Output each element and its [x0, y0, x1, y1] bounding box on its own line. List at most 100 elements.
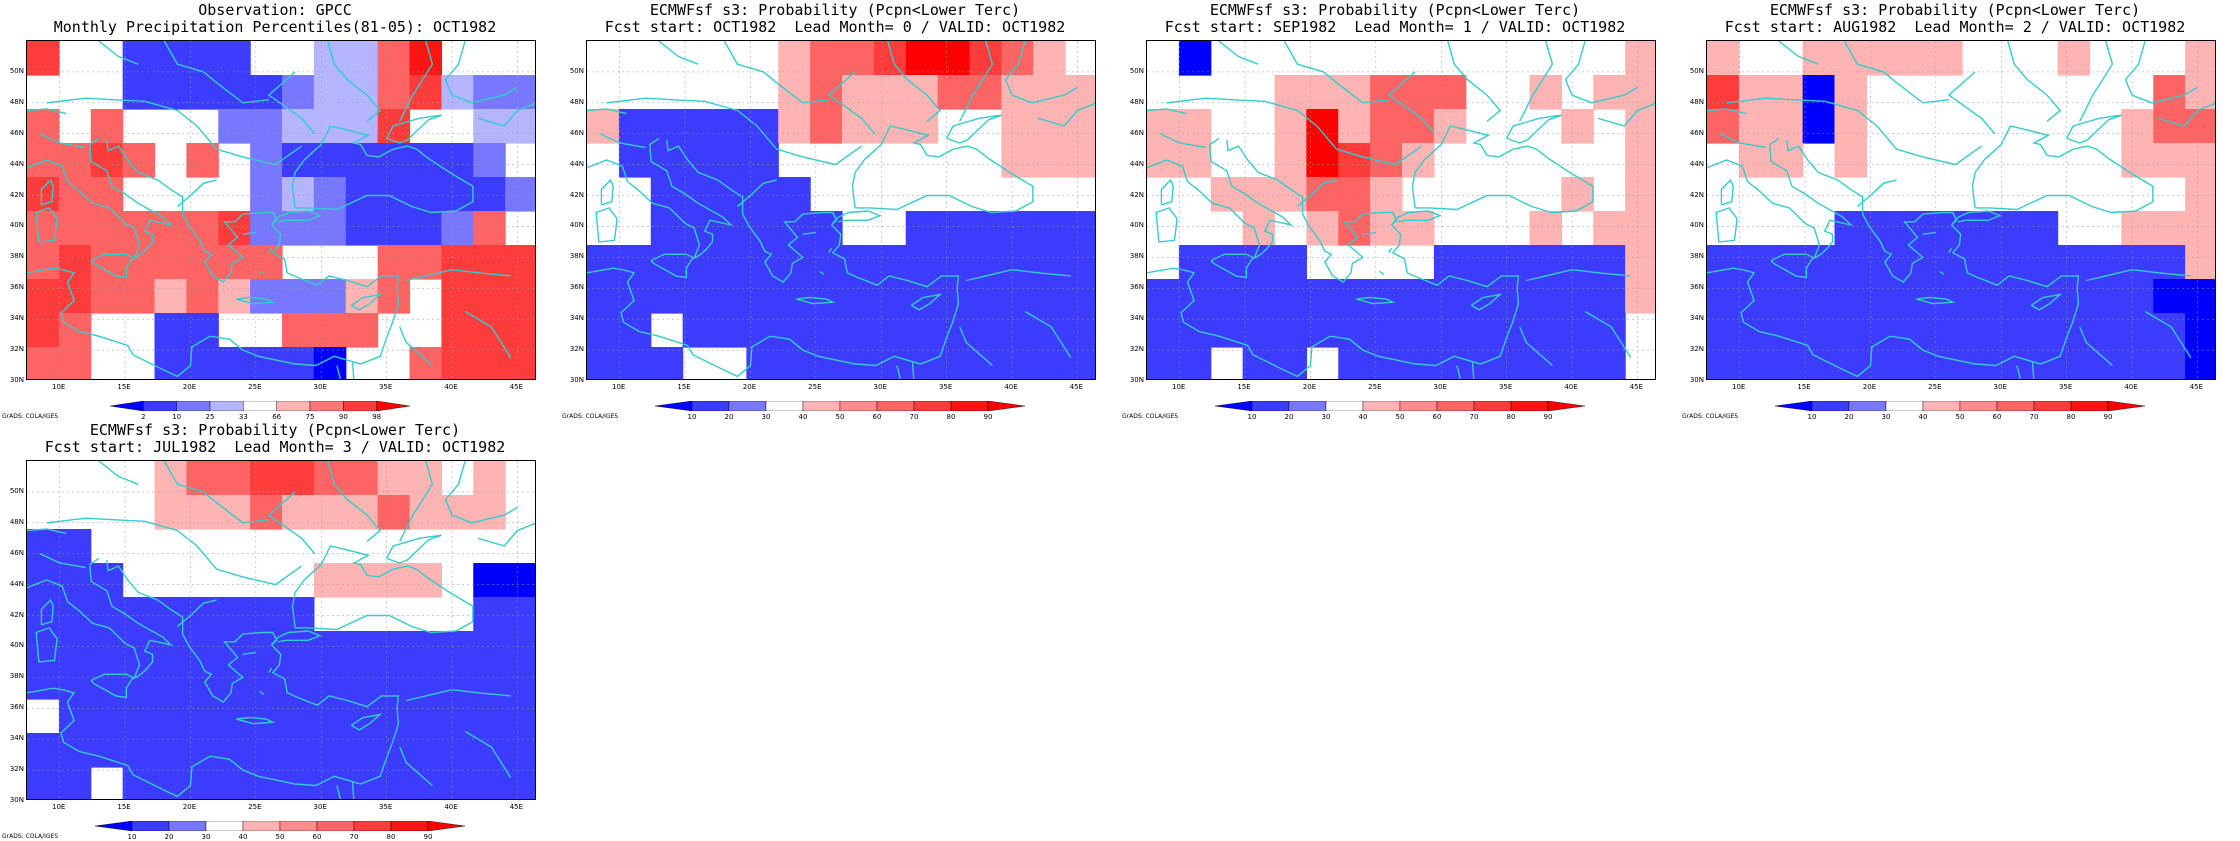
longitude-label: 35E: [2058, 383, 2073, 391]
grid-cell: [218, 75, 251, 110]
grid-cell: [618, 109, 652, 144]
grid-cell: [618, 279, 652, 314]
colorbar-swatch: [691, 401, 730, 411]
grid-cell: [2025, 211, 2059, 246]
colorbar-swatch: [987, 401, 1026, 411]
grid-cell: [505, 109, 535, 144]
coastline: [46, 517, 303, 586]
grid-cell: [186, 313, 219, 348]
coastline: [35, 207, 58, 243]
grid-cell: [2089, 313, 2122, 348]
colorbar-label: 30: [201, 833, 211, 841]
grid-cell: [1210, 177, 1244, 212]
grid-cell: [842, 245, 875, 280]
grid-cell: [409, 699, 442, 734]
grid-cell: [1033, 279, 1066, 314]
panel-title: ECMWFsf s3: Probability (Pcpn<Lower Terc…: [1680, 2, 2230, 36]
grid-cell: [1802, 279, 1836, 314]
latitude-label: 46N: [569, 128, 584, 137]
grid-cell: [2185, 41, 2215, 76]
grid-cell: [1898, 347, 1931, 379]
coastline: [1411, 125, 1594, 214]
grid-cell: [1625, 109, 1655, 144]
coastline: [1296, 179, 1337, 207]
grid-cell: [186, 631, 219, 666]
grid-cell: [282, 109, 315, 144]
grid-cell: [250, 665, 283, 700]
coastline: [2158, 102, 2215, 127]
coastline: [242, 231, 256, 235]
coastline: [587, 137, 734, 260]
colorbar-swatch: [390, 821, 429, 831]
longitude-label: 20E: [1862, 383, 1877, 391]
grid-cell: [1561, 177, 1594, 212]
coastline: [723, 41, 829, 104]
grid-cell: [1962, 279, 1995, 314]
colorbar-label: 20: [1844, 413, 1854, 421]
grid-cell: [1770, 279, 1804, 314]
grid-cell: [218, 597, 251, 632]
grid-cell: [58, 347, 92, 379]
coastline: [27, 528, 67, 535]
colorbar-swatch: [802, 401, 841, 411]
coastline: [1447, 41, 1502, 122]
colorbar: [655, 401, 1026, 411]
panel-title: ECMWFsf s3: Probability (Pcpn<Lower Terc…: [0, 422, 550, 456]
colorbar-label: 10: [1247, 413, 1257, 421]
grid-cell: [1338, 177, 1371, 212]
grid-cell: [186, 461, 219, 496]
grid-cell: [250, 279, 283, 314]
coastline: [887, 41, 942, 122]
grid-cell: [154, 347, 187, 379]
grads-credit: GrADS: COLA/IGES: [1122, 413, 1179, 420]
grid-cell: [587, 279, 620, 314]
grid-cell: [1433, 245, 1467, 280]
colorbar-label: 90: [2103, 413, 2113, 421]
grid-cell: [505, 733, 535, 768]
grid-cell: [122, 699, 156, 734]
grid-cell: [1242, 313, 1276, 348]
grid-cell: [1306, 109, 1339, 144]
coastline: [830, 210, 882, 226]
grid-cell: [1033, 109, 1066, 144]
colorbar-swatch: [176, 401, 211, 411]
grid-cell: [1147, 109, 1180, 144]
coastline: [1948, 247, 1953, 254]
latitude-label: 34N: [9, 314, 24, 323]
grid-cell: [1707, 109, 1740, 144]
coastline: [1720, 178, 1734, 206]
grid-cell: [505, 177, 535, 212]
grid-cell: [1898, 313, 1931, 348]
title-line-1: ECMWFsf s3: Probability (Pcpn<Lower Terc…: [1209, 1, 1581, 19]
coastline: [236, 716, 276, 725]
grid-cell: [58, 597, 92, 632]
grid-cell: [1930, 245, 1963, 280]
grid-cell: [1834, 211, 1867, 246]
grid-cell: [937, 279, 971, 314]
colorbar-label: 98: [372, 413, 382, 421]
coastline: [163, 461, 269, 524]
grid-cell: [218, 461, 251, 496]
grid-cell: [1497, 279, 1531, 314]
grid-cell: [1993, 347, 2027, 379]
coastline: [1147, 108, 1187, 115]
grid-cell: [842, 109, 875, 144]
grid-cell: [377, 211, 411, 246]
coastline: [2031, 362, 2035, 379]
grid-cell: [409, 177, 442, 212]
grid-cell: [250, 211, 283, 246]
coastline: [827, 71, 876, 135]
grid-cell: [1834, 279, 1867, 314]
grid-cell: [1866, 245, 1899, 280]
title-line-1: Observation: GPCC: [198, 1, 352, 19]
grid-cell: [810, 211, 843, 246]
grid-cell: [1930, 211, 1963, 246]
grid-cell: [746, 313, 779, 348]
coastline: [2124, 41, 2198, 104]
grid-cell: [282, 279, 315, 314]
latitude-label: 48N: [9, 97, 24, 106]
grid-cell: [27, 665, 60, 700]
grid-cell: [2185, 245, 2215, 280]
title-line-2: Fcst start: SEP1982 Lead Month= 1 / VALI…: [1164, 18, 1626, 36]
grid-cell: [587, 245, 620, 280]
